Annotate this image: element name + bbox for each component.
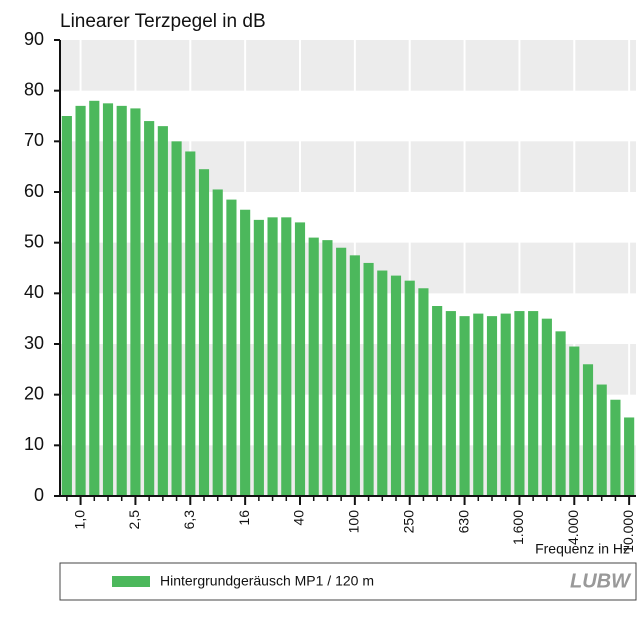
x-tick-label: 10.000 <box>620 510 636 553</box>
bar <box>267 217 278 497</box>
bar <box>185 151 196 496</box>
y-tick-label: 90 <box>24 29 44 49</box>
bar <box>130 108 141 497</box>
y-tick-label: 70 <box>24 130 44 150</box>
y-tick-label: 40 <box>24 282 44 302</box>
bar <box>582 364 594 496</box>
x-tick-label: 2,5 <box>126 510 142 530</box>
x-tick-label: 1.600 <box>510 510 526 545</box>
bar <box>198 169 210 496</box>
x-axis-label: Frequenz in Hz <box>535 541 630 557</box>
chart-title: Linearer Terzpegel in dB <box>60 11 266 32</box>
x-tick-label: 40 <box>291 510 307 526</box>
grid-band <box>60 445 636 496</box>
bar <box>500 313 511 496</box>
bar <box>144 121 155 497</box>
grid-band <box>60 344 636 395</box>
y-tick-label: 30 <box>24 333 44 353</box>
bar <box>281 217 292 497</box>
legend-label: Hintergrundgeräusch MP1 / 120 m <box>160 573 374 589</box>
bar <box>459 316 470 496</box>
x-tick-label: 1,0 <box>71 510 87 530</box>
y-tick-label: 10 <box>24 434 44 454</box>
bar <box>473 313 484 496</box>
bar <box>528 311 539 496</box>
x-tick-label: 250 <box>400 510 416 534</box>
x-tick-label: 630 <box>455 510 471 534</box>
y-tick-label: 20 <box>24 383 44 403</box>
bar <box>322 240 333 496</box>
y-tick-label: 50 <box>24 231 44 251</box>
bar <box>61 116 72 496</box>
bar <box>363 262 374 496</box>
x-tick-label: 16 <box>236 510 252 526</box>
bar <box>157 126 168 496</box>
bar <box>171 141 182 497</box>
legend-box <box>59 562 637 601</box>
bar <box>226 199 237 496</box>
x-tick-label: 6,3 <box>181 510 197 530</box>
grid-band <box>60 242 636 294</box>
bar <box>624 417 635 496</box>
bar <box>486 316 498 496</box>
bar <box>240 209 251 496</box>
y-tick-label: 80 <box>24 79 44 99</box>
bar <box>404 280 415 496</box>
bar <box>349 255 360 496</box>
bar <box>541 318 552 496</box>
legend-swatch <box>112 576 150 587</box>
logo: LUBW <box>570 570 632 592</box>
bar <box>569 346 580 496</box>
bar <box>336 247 347 496</box>
bar <box>377 270 388 496</box>
bar <box>418 288 429 496</box>
bar <box>432 306 443 496</box>
bar <box>390 275 402 496</box>
bar <box>445 311 456 496</box>
x-tick-label: 4.000 <box>565 510 581 545</box>
bar <box>116 105 127 496</box>
bar <box>308 237 319 496</box>
bar <box>102 103 114 496</box>
bar <box>89 100 100 497</box>
bar <box>212 189 223 496</box>
bar <box>555 331 566 496</box>
grid-band <box>60 141 636 192</box>
bar <box>514 311 525 496</box>
bar <box>596 384 607 496</box>
y-tick-label: 60 <box>24 181 44 201</box>
grid-band <box>60 40 636 91</box>
bar <box>294 222 306 496</box>
y-tick-label: 0 <box>34 485 44 505</box>
x-tick-label: 100 <box>346 510 362 534</box>
bar <box>75 105 86 496</box>
bar <box>253 219 264 496</box>
bar <box>610 399 621 496</box>
